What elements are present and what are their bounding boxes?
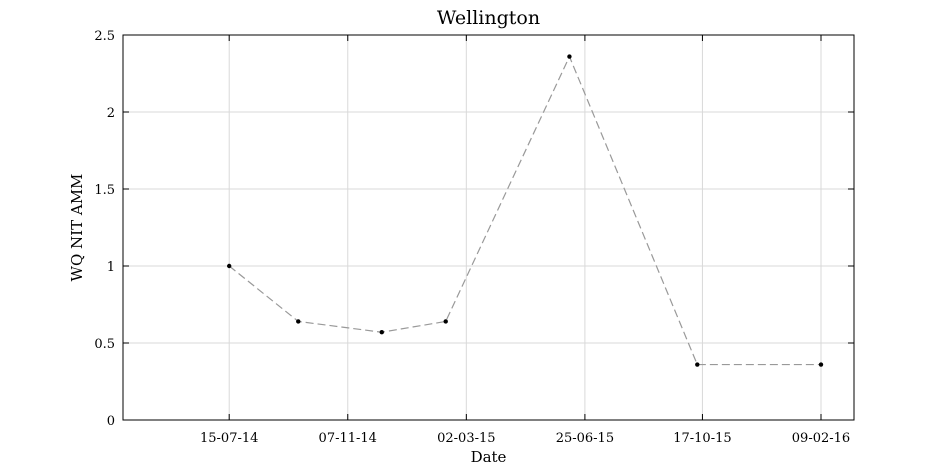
y-axis-label: WQ NIT AMM bbox=[68, 174, 86, 282]
x-tick-label: 07-11-14 bbox=[319, 431, 377, 446]
x-tick-label: 15-07-14 bbox=[200, 431, 258, 446]
data-points bbox=[226, 54, 824, 367]
x-tick-label: 09-02-16 bbox=[792, 431, 850, 446]
data-point bbox=[695, 362, 700, 367]
series bbox=[228, 55, 822, 366]
series-line bbox=[228, 55, 822, 366]
data-point bbox=[818, 362, 824, 367]
x-tick-label: 02-03-15 bbox=[437, 431, 495, 446]
y-tick-label: 1.5 bbox=[94, 183, 115, 198]
data-point bbox=[567, 54, 572, 59]
data-point bbox=[379, 330, 384, 335]
x-axis-label: Date bbox=[471, 448, 507, 466]
y-tick-label: 2.5 bbox=[94, 29, 115, 44]
plot-frame bbox=[122, 34, 855, 421]
axis-ticks bbox=[123, 34, 854, 421]
data-point bbox=[443, 319, 448, 324]
y-tick-label: 0 bbox=[107, 414, 115, 429]
grid bbox=[123, 34, 854, 421]
data-point bbox=[296, 319, 301, 324]
x-tick-label: 17-10-15 bbox=[673, 431, 731, 446]
x-tick-labels: 15-07-14 07-11-14 02-03-15 25-06-15 17-10-15… bbox=[200, 431, 850, 446]
data-point bbox=[226, 263, 232, 269]
y-tick-label: 0.5 bbox=[94, 337, 115, 352]
y-tick-label: 1 bbox=[107, 260, 115, 275]
x-tick-label: 25-06-15 bbox=[556, 431, 614, 446]
y-tick-labels: 0 0.5 1 1.5 2 2.5 bbox=[94, 29, 115, 429]
y-tick-label: 2 bbox=[107, 106, 115, 121]
chart-title: Wellington bbox=[437, 7, 540, 29]
